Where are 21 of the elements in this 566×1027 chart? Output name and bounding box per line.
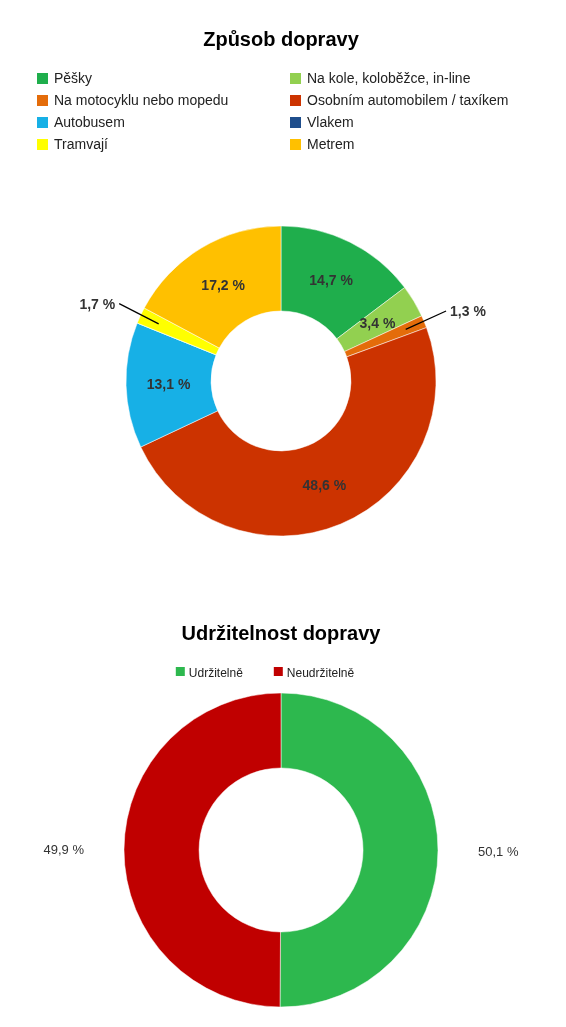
legend-label: Tramvají	[54, 136, 109, 152]
data-label: 50,1 %	[478, 843, 519, 859]
legend-label: Metrem	[307, 136, 355, 152]
legend-label: Autobusem	[54, 114, 125, 130]
legend-label: Osobním automobilem / taxíkem	[307, 92, 509, 108]
data-label: 49,9 %	[43, 842, 85, 858]
chart-title: Udržitelnost dopravy	[181, 622, 382, 644]
data-label: 17,2 %	[201, 276, 246, 293]
legend-label: Pěšky	[54, 70, 93, 86]
legend-label: Na motocyklu nebo mopedu	[54, 92, 229, 108]
legend-label: Vlakem	[307, 114, 354, 130]
data-label: 13,1 %	[146, 376, 191, 393]
data-label: 14,7 %	[309, 272, 354, 289]
legend-label: Neudržitelně	[286, 666, 355, 680]
data-label: 1,7 %	[79, 295, 116, 312]
legend-label: Udržitelně	[188, 666, 244, 680]
data-label: 3,4 %	[359, 315, 396, 332]
data-label: 1,3 %	[450, 302, 487, 319]
legend-label: Na kole, koloběžce, in-line	[307, 70, 471, 86]
chart-title: Způsob dopravy	[203, 28, 360, 50]
data-label: 48,6 %	[302, 476, 347, 493]
